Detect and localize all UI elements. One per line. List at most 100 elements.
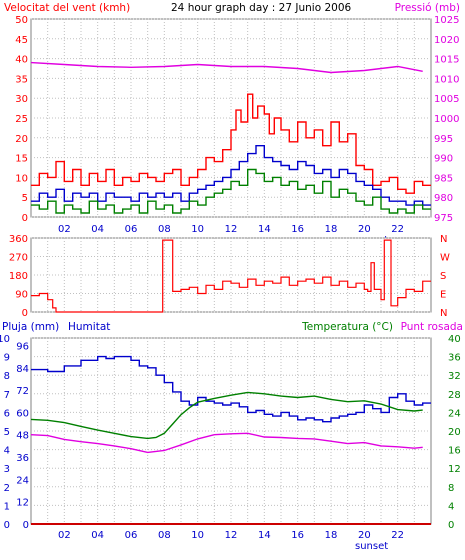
temperature-tick: 28: [448, 390, 461, 401]
wind-speed-tick: 40: [15, 55, 28, 66]
direction-compass-tick: W: [440, 253, 450, 264]
wind-speed-axis-label: Velocitat del vent (kmh): [4, 2, 130, 14]
rain-tick-labels: 0 1 2 3 4 5 6 7 8 9 10: [0, 334, 10, 531]
pressure-tick: 1005: [434, 94, 459, 105]
humidity-series-label: Humitat: [68, 321, 110, 333]
direction-compass-tick: S: [440, 271, 446, 282]
x-tick: 02: [58, 224, 71, 235]
temperature-tick: 4: [448, 501, 454, 512]
rain-tick: 2: [4, 483, 10, 494]
series-speed: [31, 145, 431, 206]
x-tick: 16: [291, 530, 304, 541]
wind-speed-tick: 20: [15, 134, 28, 145]
direction-degree-tick: 270: [9, 253, 28, 264]
temperature-tick: 12: [448, 464, 461, 475]
rain-humidity-temperature-series: [30, 355, 431, 525]
humidity-tick: 96: [16, 341, 29, 352]
x-tick: 02: [58, 530, 71, 541]
x-tick: 22: [391, 224, 404, 235]
series-gust: [31, 93, 431, 194]
series-humidity: [31, 355, 431, 423]
x-tick: 06: [125, 530, 138, 541]
series-dewpoint: [30, 432, 423, 454]
pressure-tick: 985: [434, 173, 453, 184]
x-tick: 22: [391, 530, 404, 541]
wind-direction-series: [31, 239, 431, 313]
rain-tick: 8: [4, 371, 10, 382]
direction-degree-tick: 90: [15, 290, 28, 301]
x-tick: 20: [358, 530, 371, 541]
direction-compass-tick: E: [440, 290, 446, 301]
x-tick: 08: [158, 224, 171, 235]
dewpoint-axis-label: Punt rosada: [401, 321, 463, 333]
graph-title: 24 hour graph day : 27 Junio 2006: [171, 2, 352, 14]
rain-humidity-temperature-x-tick-labels: 02 04 06 08 10 12 14 16 18 20 22: [58, 530, 404, 541]
humidity-tick: 48: [16, 431, 29, 442]
wind-speed-tick: 10: [15, 173, 28, 184]
temperature-tick: 0: [448, 520, 454, 531]
humidity-tick: 72: [16, 386, 29, 397]
humidity-tick-labels: 0 12 24 36 48 60 72 84 96: [16, 341, 29, 531]
x-tick: 10: [191, 224, 204, 235]
pressure-tick: 975: [434, 213, 453, 224]
temperature-tick: 16: [448, 446, 461, 457]
temperature-tick-labels: 0 4 8 12 16 20 24 28 32 36 40: [448, 334, 461, 531]
pressure-tick: 995: [434, 134, 453, 145]
series-pressure: [30, 61, 423, 74]
wind-speed-tick: 35: [15, 74, 28, 85]
humidity-tick: 24: [16, 475, 29, 486]
direction-compass-tick: N: [440, 308, 447, 319]
series-direction: [31, 239, 431, 313]
temperature-tick: 8: [448, 483, 454, 494]
wind-speed-tick: 45: [15, 35, 28, 46]
pressure-tick: 1000: [434, 114, 459, 125]
x-tick: 18: [325, 224, 338, 235]
humidity-tick: 36: [16, 453, 29, 464]
x-tick: 18: [325, 530, 338, 541]
pressure-tick: 1015: [434, 55, 459, 66]
rain-tick: 6: [4, 408, 10, 419]
rain-tick: 7: [4, 390, 10, 401]
temperature-tick: 32: [448, 371, 461, 382]
temperature-tick: 24: [448, 408, 461, 419]
wind-pressure-series: [30, 61, 431, 214]
direction-compass-tick: N: [440, 234, 447, 245]
rain-tick: 10: [0, 334, 10, 345]
direction-degree-tick-labels: 0 90 180 270 360: [9, 234, 28, 319]
wind-speed-tick: 50: [15, 15, 28, 26]
x-tick: 14: [258, 530, 271, 541]
pressure-tick: 980: [434, 193, 453, 204]
wind-speed-tick: 0: [22, 213, 28, 224]
wind-speed-tick: 25: [15, 114, 28, 125]
rain-humidity-temperature-grid: [31, 337, 431, 525]
sunset-label-bottom: sunset: [355, 541, 388, 552]
x-tick: 14: [258, 224, 271, 235]
pressure-tick: 1010: [434, 74, 459, 85]
x-tick: 16: [291, 224, 304, 235]
x-tick: 06: [125, 224, 138, 235]
wind-speed-tick: 5: [22, 193, 28, 204]
direction-degree-tick: 360: [9, 234, 28, 245]
pressure-tick: 990: [434, 154, 453, 165]
rain-tick: 9: [4, 353, 10, 364]
rain-axis-label: Pluja (mm): [2, 321, 59, 333]
pressure-axis-label: Pressió (mb): [395, 2, 460, 14]
wind-speed-tick: 30: [15, 94, 28, 105]
x-tick: 04: [91, 224, 104, 235]
humidity-tick: 84: [16, 364, 29, 375]
humidity-tick: 0: [23, 520, 29, 531]
temperature-tick: 20: [448, 427, 461, 438]
wind-direction-grid: [31, 237, 431, 313]
x-tick: 20: [358, 224, 371, 235]
rain-tick: 1: [4, 501, 10, 512]
x-tick: 10: [191, 530, 204, 541]
rain-tick: 4: [4, 446, 10, 457]
pressure-tick: 1025: [434, 15, 459, 26]
rain-tick: 3: [4, 464, 10, 475]
